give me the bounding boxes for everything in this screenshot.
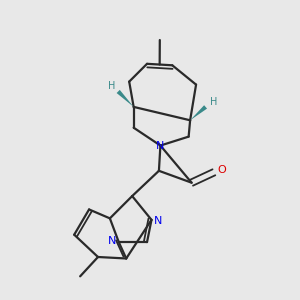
Text: N: N (156, 140, 165, 151)
Text: O: O (218, 165, 226, 175)
Text: H: H (210, 97, 217, 107)
Text: N: N (154, 216, 162, 226)
Polygon shape (117, 90, 134, 107)
Text: H: H (108, 80, 115, 91)
Text: N: N (108, 236, 116, 246)
Polygon shape (190, 105, 207, 120)
